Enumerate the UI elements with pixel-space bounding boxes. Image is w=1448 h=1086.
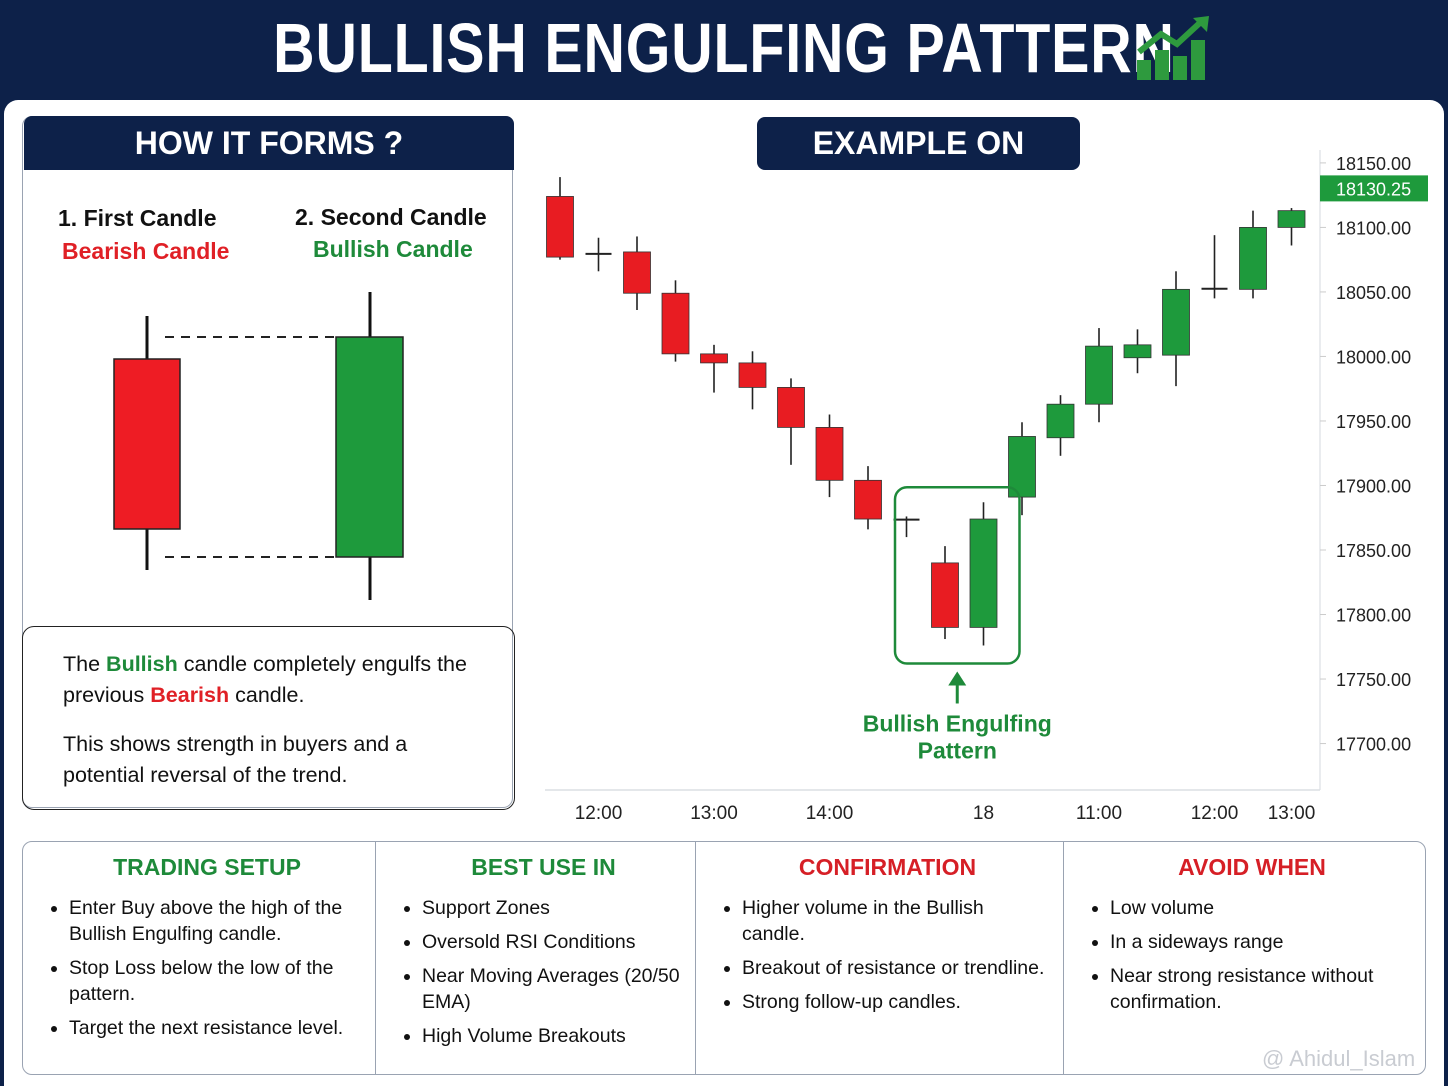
tip-item: Strong follow-up candles. xyxy=(742,989,1049,1015)
tip-item: Higher volume in the Bullish candle. xyxy=(742,895,1049,947)
candle-kind: Bearish Candle xyxy=(62,238,230,264)
description-text: Bullish xyxy=(106,652,178,676)
tip-list: Low volume In a sideways range Near strong… xyxy=(1094,895,1410,1015)
candle-body xyxy=(931,562,959,628)
y-tick-label: 18050.00 xyxy=(1336,283,1411,303)
description-text: Bearish xyxy=(150,683,230,707)
last-price-label: 18130.25 xyxy=(1336,179,1411,199)
annotation-line: Pattern xyxy=(918,737,997,763)
x-tick-label: 13:00 xyxy=(1268,803,1316,824)
description-text: candle. xyxy=(235,683,305,707)
tip-item: Breakout of resistance or trendline. xyxy=(742,955,1049,981)
y-tick-label: 17750.00 xyxy=(1336,670,1411,690)
page-title: BULLISH ENGULFING PATTERN xyxy=(273,9,1175,87)
section-header: HOW IT FORMS ? xyxy=(24,116,514,170)
candle-body xyxy=(1123,344,1152,359)
candle-body xyxy=(1085,345,1113,405)
x-tick-label: 12:00 xyxy=(1191,803,1239,824)
candle-body xyxy=(777,387,805,428)
candle-body xyxy=(738,362,767,388)
tip-item: In a sideways range xyxy=(1110,929,1410,955)
candle-body xyxy=(815,427,844,481)
candle-body xyxy=(854,479,882,520)
tip-heading: AVOID WHEN xyxy=(1178,854,1326,880)
x-tick-label: 18 xyxy=(973,803,994,824)
tips-row: TRADING SETUP Enter Buy above the high of… xyxy=(22,841,1426,1075)
candle-body xyxy=(546,196,574,258)
y-tick-label: 17800.00 xyxy=(1336,606,1411,626)
candle-body xyxy=(1008,436,1036,498)
x-tick-label: 11:00 xyxy=(1076,803,1122,824)
tip-list: Enter Buy above the high of the Bullish … xyxy=(53,895,361,1041)
illustration xyxy=(113,292,404,600)
tip-item: Enter Buy above the high of the Bullish … xyxy=(69,895,361,947)
tip-column: BEST USE IN Support Zones Oversold RSI Con… xyxy=(376,842,696,1074)
annotation: Bullish Engulfing Pattern xyxy=(863,710,1052,763)
y-tick-label: 17700.00 xyxy=(1336,735,1411,755)
y-tick-label: 17950.00 xyxy=(1336,412,1411,432)
description-text: The xyxy=(63,652,101,676)
x-tick-label: 14:00 xyxy=(806,803,854,824)
tip-item: Low volume xyxy=(1110,895,1410,921)
y-tick-label: 17900.00 xyxy=(1336,476,1411,496)
tip-list: Support Zones Oversold RSI Conditions Near… xyxy=(406,895,681,1049)
candle-kind: Bullish Candle xyxy=(313,236,473,262)
chart-title: EXAMPLE ON CHART xyxy=(757,117,1080,214)
tip-item: Target the next resistance level. xyxy=(69,1015,361,1041)
x-tick-label: 12:00 xyxy=(575,803,623,824)
tip-column: TRADING SETUP Enter Buy above the high of… xyxy=(23,842,376,1074)
tip-item: Near strong resistance without confirmat… xyxy=(1110,963,1410,1015)
tip-heading: BEST USE IN xyxy=(471,854,616,880)
tip-list: Higher volume in the Bullish candle. Brea… xyxy=(726,895,1049,1015)
candle-body xyxy=(623,251,651,294)
tip-item: Near Moving Averages (20/50 EMA) xyxy=(422,963,681,1015)
candle-body xyxy=(1277,210,1306,228)
tip-item: Oversold RSI Conditions xyxy=(422,929,681,955)
pattern-box xyxy=(893,486,1021,665)
candle-body xyxy=(969,518,998,628)
candle-label: 1. First Candle xyxy=(58,205,217,231)
tip-heading: TRADING SETUP xyxy=(113,854,301,880)
tip-column: AVOID WHEN Low volume In a sideways range N… xyxy=(1064,842,1424,1074)
tip-item: High Volume Breakouts xyxy=(422,1023,681,1049)
trend-icon xyxy=(1137,16,1209,80)
candle-body xyxy=(1239,227,1267,290)
candle-body xyxy=(700,353,728,364)
description-box: The Bullish candle completely engulfs th… xyxy=(22,626,515,810)
tip-item: Stop Loss below the low of the pattern. xyxy=(69,955,361,1007)
tip-item: Support Zones xyxy=(422,895,681,921)
arrow-head xyxy=(948,671,967,686)
y-tick-label: 18100.00 xyxy=(1336,218,1411,238)
description-text: This shows strength in buyers and a pote… xyxy=(63,732,408,787)
last-price-box xyxy=(1320,175,1428,202)
description-text: candle completely engulfs the previous xyxy=(63,652,467,707)
chart: 18150.00 18100.00 18050.00 18000.00 17950.00… xyxy=(545,150,1428,824)
x-tick-label: 13:00 xyxy=(690,803,738,824)
watermark: @ Ahidul_Islam xyxy=(1262,1046,1416,1071)
y-tick-label: 18150.00 xyxy=(1336,154,1411,174)
candle-label: 2. Second Candle xyxy=(295,204,487,230)
y-tick-label: 17850.00 xyxy=(1336,541,1411,561)
candle-body xyxy=(1162,288,1190,356)
content-panel xyxy=(4,100,1444,1086)
annotation-line: Bullish Engulfing xyxy=(863,710,1052,736)
description-paragraph: The Bullish candle completely engulfs th… xyxy=(63,649,474,711)
y-tick-label: 18000.00 xyxy=(1336,347,1411,367)
candle-body xyxy=(1046,403,1075,439)
candle-body xyxy=(661,292,690,355)
tip-column: CONFIRMATION Higher volume in the Bullish… xyxy=(696,842,1064,1074)
tip-heading: CONFIRMATION xyxy=(798,854,977,880)
description-paragraph: This shows strength in buyers and a pote… xyxy=(63,729,474,791)
